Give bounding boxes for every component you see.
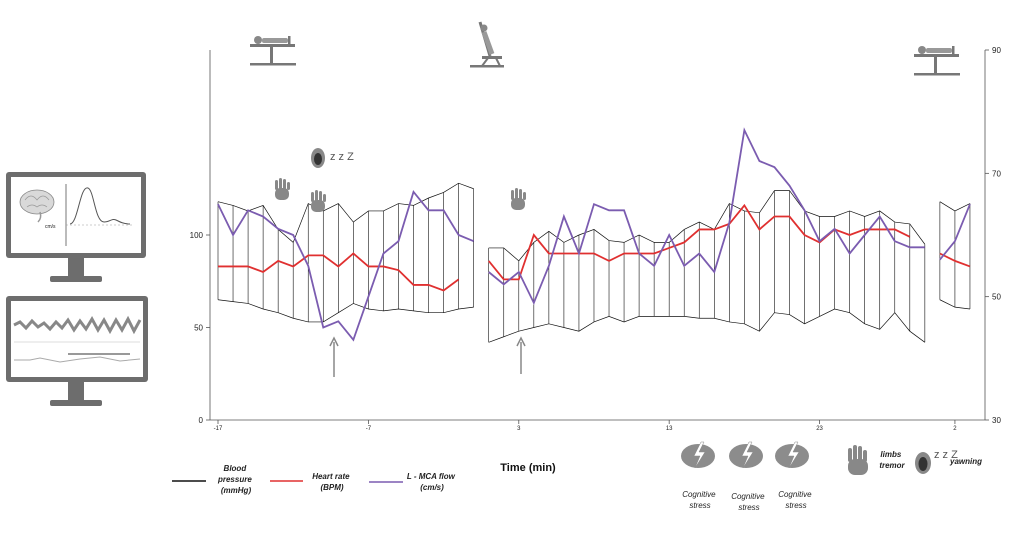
zzz-label: z z Z: [330, 151, 354, 163]
yawning-legend-icon: [915, 452, 931, 474]
bp-diastolic-line: [939, 299, 971, 310]
right-axis-tick-label: 30: [992, 416, 1001, 425]
hand-tremor-icon-1: [275, 178, 290, 200]
heart-rate-line: [488, 203, 911, 281]
monitor-doppler-icon: cm/s: [6, 172, 146, 282]
tilt-standing-icon: [470, 21, 504, 68]
legend-label-mca: L - MCA flow (cm/s): [407, 472, 457, 492]
bp-systolic-line: [217, 182, 474, 243]
event-arrow-up-2: [516, 336, 526, 374]
mca-flow-line: [939, 203, 971, 261]
cognitive-stress-label-2: Cognitive stress: [731, 492, 767, 512]
left-axis-ticks: 0 50 100: [190, 231, 210, 425]
cognitive-stress-label-1: Cognitive stress: [682, 490, 718, 510]
bp-diastolic-line: [217, 299, 474, 323]
yawning-icon-event: [311, 148, 325, 168]
blood-pressure-series: [217, 182, 971, 343]
legend: Blood pressure (mmHg) Heart rate (BPM) L…: [172, 464, 457, 495]
zzz-legend-label: z z Z: [934, 449, 958, 461]
left-axis-tick-label: 100: [190, 231, 204, 240]
heart-rate-line: [218, 252, 460, 292]
x-axis-tick-label: 23: [816, 426, 823, 432]
cognitive-stress-icon-1: [681, 441, 715, 469]
yawning-label: yawning: [949, 457, 982, 466]
legend-label-hr: Heart rate (BPM): [312, 472, 352, 492]
mca-flow-line: [217, 189, 475, 342]
x-axis-tick-label: -17: [214, 426, 223, 432]
axes: [209, 50, 986, 421]
cognitive-stress-icon-3: [775, 441, 809, 469]
left-axis-tick-label: 50: [194, 324, 203, 333]
bp-diastolic-line: [488, 308, 926, 343]
lying-bed-icon-end: [914, 46, 960, 76]
hand-tremor-icon-2: [311, 190, 326, 212]
brain-icon: [19, 189, 55, 223]
heart-rate-line: [939, 252, 971, 268]
right-axis-tick-label: 90: [992, 46, 1001, 55]
limbs-tremor-label: limbs tremor: [879, 450, 905, 470]
x-axis-tick-label: 2: [953, 426, 957, 432]
mca-flow-series: [217, 127, 971, 342]
cognitive-stress-icon-2: [729, 441, 763, 469]
bp-systolic-line: [488, 190, 926, 262]
x-axis-tick-label: -7: [366, 426, 372, 432]
left-axis-tick-label: 0: [199, 416, 204, 425]
x-axis-ticks: -17 -7 3 13 23 2: [214, 420, 957, 432]
legend-label-bp: Blood pressure (mmHg): [217, 464, 254, 495]
bp-systolic-line: [939, 201, 971, 212]
cognitive-stress-label-3: Cognitive stress: [778, 490, 814, 510]
hand-tremor-icon-3: [511, 188, 526, 210]
mca-flow-line: [488, 127, 925, 306]
monitor-signals-icon: [6, 296, 148, 406]
right-axis-tick-label: 50: [992, 293, 1001, 302]
cms-label: cm/s: [45, 224, 56, 230]
hand-tremor-legend-icon: [848, 445, 868, 475]
lying-bed-icon: [250, 36, 296, 66]
right-axis-tick-label: 70: [992, 169, 1001, 178]
heart-rate-series: [218, 203, 971, 292]
right-axis-ticks: 30 50 70 90: [985, 46, 1001, 425]
x-axis-tick-label: 13: [666, 426, 673, 432]
x-axis-label: Time (min): [500, 462, 556, 474]
event-arrow-up-1: [329, 336, 339, 377]
x-axis-tick-label: 3: [517, 426, 521, 432]
